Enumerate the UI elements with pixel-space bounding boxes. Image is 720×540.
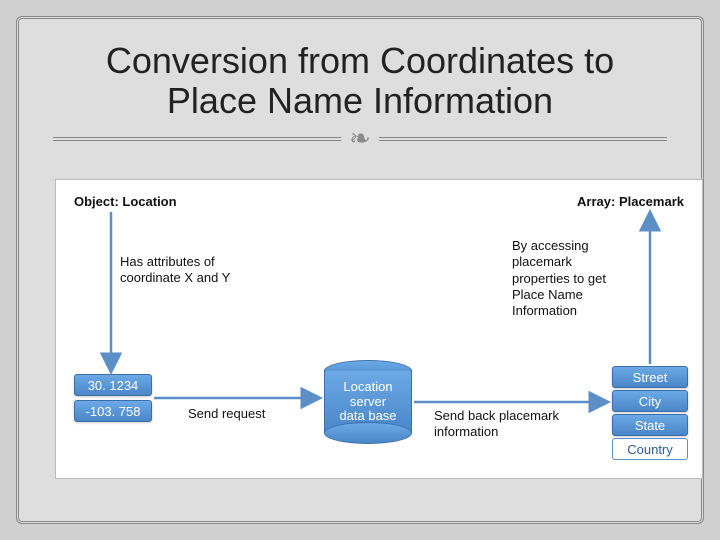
city-box: City [612, 390, 688, 412]
street-box: Street [612, 366, 688, 388]
slide-title: Conversion from Coordinates to Place Nam… [19, 41, 701, 122]
title-line-1: Conversion from Coordinates to [106, 40, 614, 81]
coord-y-value: -103. 758 [86, 404, 141, 419]
coord-x-value: 30. 1234 [88, 378, 139, 393]
array-placemark-label: Array: Placemark [577, 194, 684, 209]
send-back-label: Send back placemark information [434, 408, 594, 441]
slide-frame: Conversion from Coordinates to Place Nam… [16, 16, 704, 524]
state-label: State [635, 418, 665, 433]
country-box: Country [612, 438, 688, 460]
title-line-2: Place Name Information [167, 80, 553, 121]
street-label: Street [633, 370, 668, 385]
state-box: State [612, 414, 688, 436]
coord-x-box: 30. 1234 [74, 374, 152, 396]
db-cyl-bot [324, 422, 412, 444]
city-label: City [639, 394, 661, 409]
db-label: Location server data base [339, 380, 396, 425]
attributes-text: Has attributes of coordinate X and Y [120, 254, 250, 287]
country-label: Country [627, 442, 673, 457]
object-location-label: Object: Location [74, 194, 177, 209]
coord-y-box: -103. 758 [74, 400, 152, 422]
flourish-icon: ❧ [341, 123, 379, 154]
send-request-label: Send request [188, 406, 265, 422]
access-text: By accessing placemark properties to get… [512, 238, 642, 319]
flow-diagram: Object: Location Array: Placemark Has at… [55, 179, 703, 479]
